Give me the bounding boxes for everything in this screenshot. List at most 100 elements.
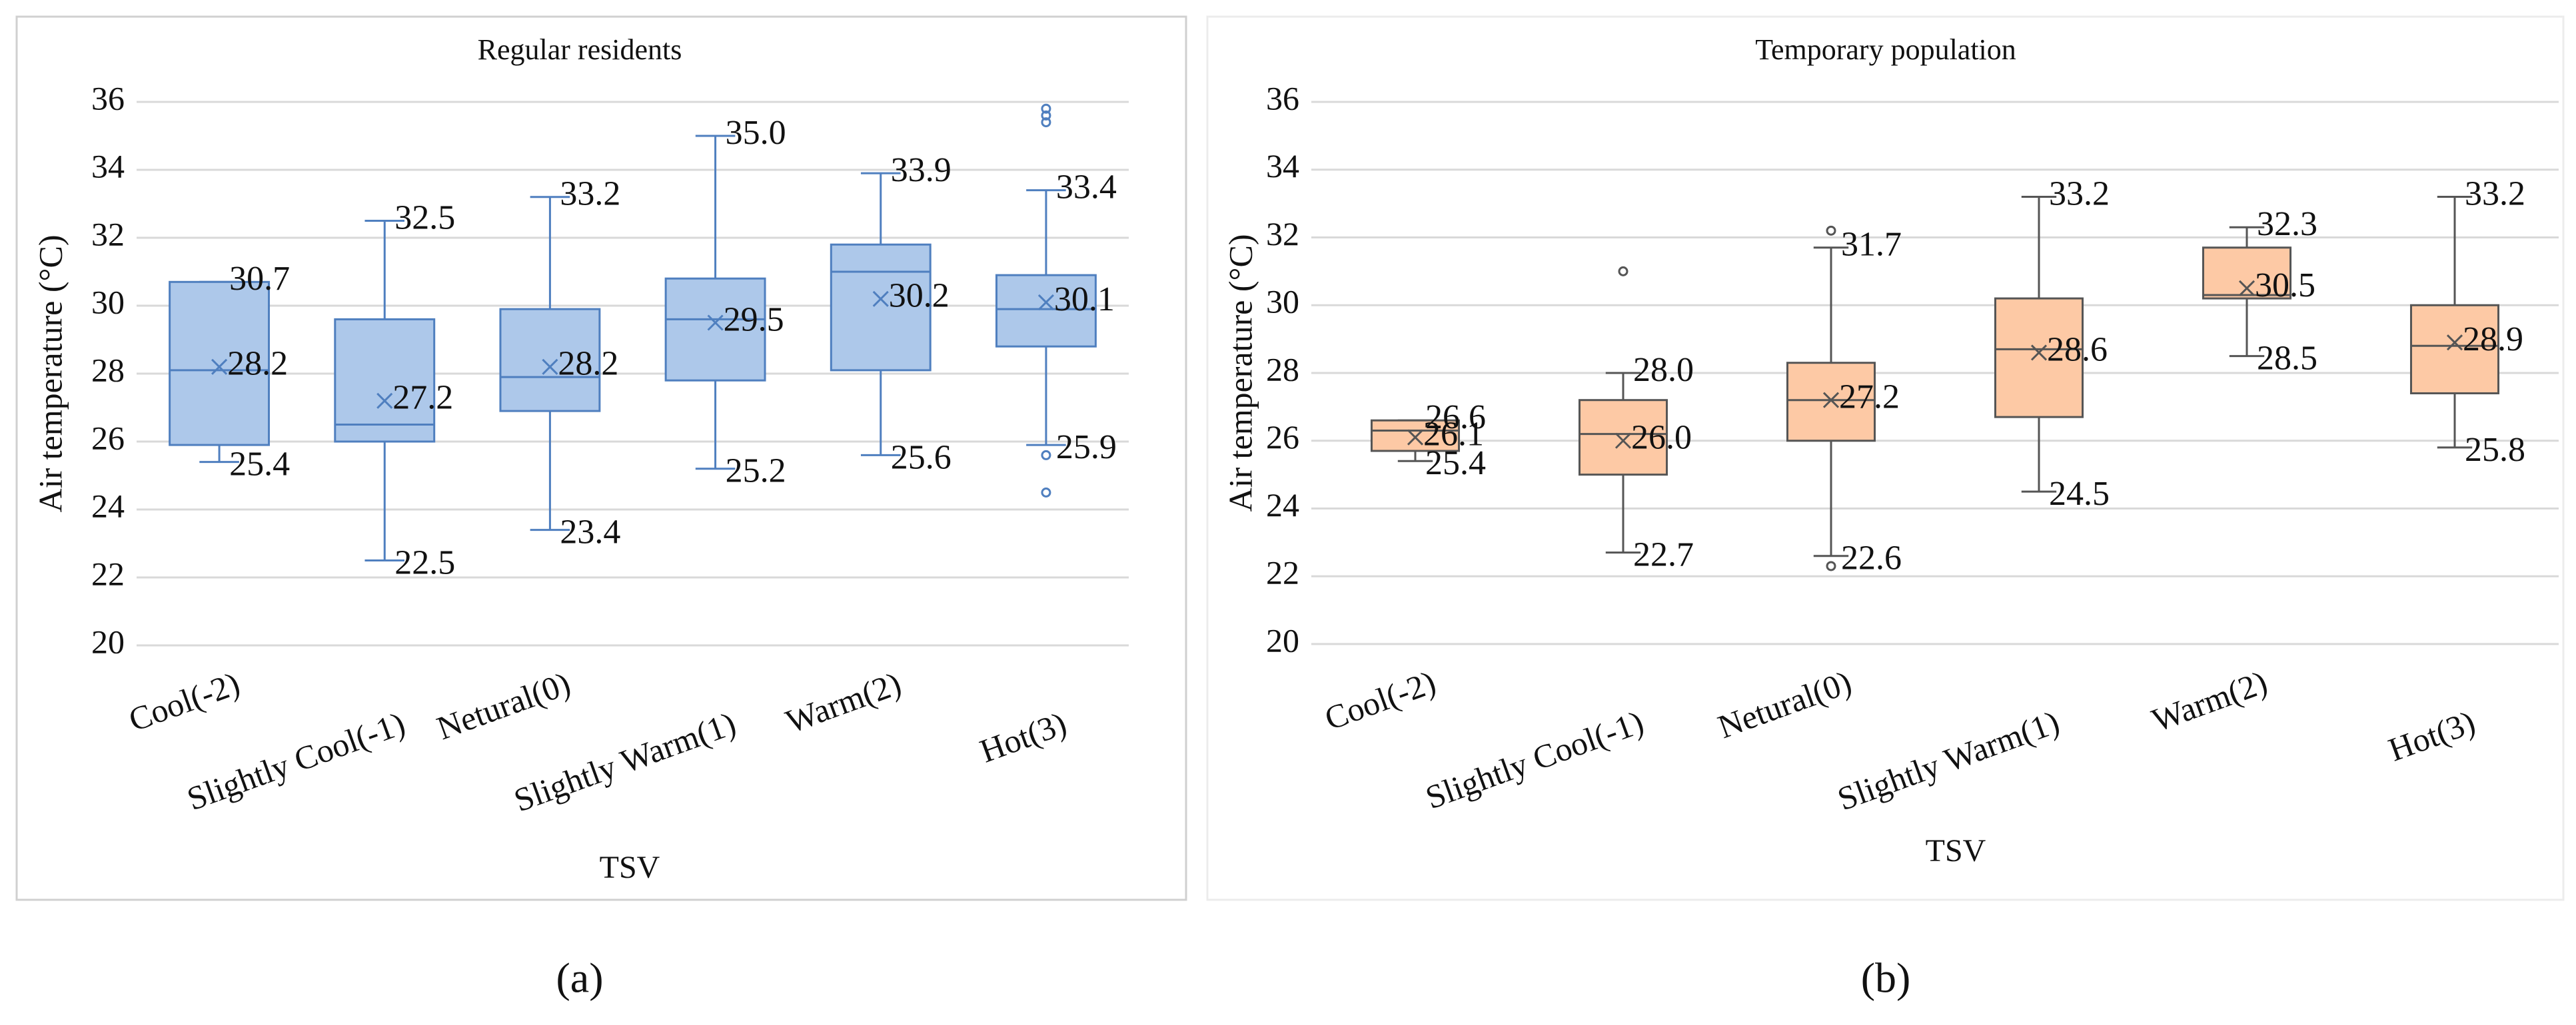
x-tick-label: Netural(0) — [1713, 663, 1856, 745]
y-tick-label: 32 — [1266, 215, 1299, 252]
data-label: 33.9 — [891, 151, 952, 189]
y-tick-label: 24 — [1266, 486, 1299, 523]
y-tick-label: 20 — [1266, 621, 1299, 659]
mean-marker — [542, 358, 558, 375]
data-label: 27.2 — [392, 379, 453, 417]
mean-marker — [1822, 392, 1840, 408]
outlier — [1041, 103, 1051, 114]
box — [995, 274, 1097, 348]
data-label: 28.2 — [558, 345, 618, 383]
x-tick-label: Slightly Warm(1) — [1832, 703, 2064, 817]
data-label: 25.4 — [229, 446, 290, 484]
box — [1786, 362, 1876, 442]
x-axis-label: TSV — [600, 850, 660, 885]
mean-marker — [211, 358, 228, 375]
data-label: 25.6 — [891, 438, 952, 476]
data-label: 28.5 — [2257, 340, 2317, 378]
data-label: 25.9 — [1056, 428, 1117, 466]
y-tick-label: 26 — [91, 419, 125, 456]
box — [1578, 399, 1668, 476]
box — [1370, 419, 1461, 452]
box — [2202, 246, 2292, 300]
data-label: 28.9 — [2463, 320, 2523, 358]
data-label: 28.6 — [2047, 330, 2108, 368]
y-tick-label: 34 — [91, 147, 125, 184]
data-label: 29.5 — [724, 300, 784, 338]
y-tick-label: 26 — [1266, 418, 1299, 456]
data-label: 22.6 — [1841, 539, 1902, 577]
box — [1994, 297, 2084, 418]
mean-marker — [2446, 334, 2463, 351]
y-tick-label: 28 — [1266, 350, 1299, 388]
data-label: 23.4 — [560, 513, 620, 551]
box — [499, 308, 601, 412]
data-label: 25.4 — [1425, 444, 1486, 482]
x-tick-label: Hot(3) — [2383, 703, 2479, 768]
data-label: 35.0 — [726, 114, 786, 152]
data-label: 31.7 — [1841, 226, 1902, 264]
box — [334, 318, 436, 443]
x-axis-label: TSV — [1926, 833, 1986, 868]
x-tick-label: Hot(3) — [975, 704, 1071, 769]
box — [169, 280, 271, 446]
data-label: 22.5 — [394, 543, 455, 581]
y-tick-label: 20 — [91, 623, 125, 660]
data-label: 32.3 — [2257, 205, 2317, 243]
x-tick-label: Cool(-2) — [124, 664, 245, 739]
outlier — [1826, 561, 1836, 571]
x-tick-label: Warm(2) — [781, 664, 906, 740]
mean-marker — [1614, 432, 1632, 449]
y-tick-label: 30 — [1266, 283, 1299, 320]
box — [830, 243, 932, 372]
mean-marker — [872, 290, 889, 307]
data-label: 33.2 — [2049, 174, 2110, 212]
data-label: 25.2 — [726, 452, 786, 490]
y-axis-label: Air temperature (°C) — [1221, 234, 1259, 512]
data-label: 32.5 — [394, 198, 455, 236]
box — [664, 277, 766, 382]
mean-marker — [376, 392, 393, 409]
data-label: 30.7 — [229, 260, 290, 298]
data-label: 33.2 — [2465, 174, 2525, 212]
data-label: 28.0 — [1633, 351, 1694, 389]
x-tick-label: Slightly Cool(-1) — [1421, 703, 1648, 816]
y-tick-label: 22 — [1266, 554, 1299, 591]
data-label: 26.1 — [1423, 416, 1484, 454]
data-label: 27.2 — [1839, 378, 1900, 416]
x-tick-label: Netural(0) — [432, 664, 575, 747]
x-tick-label: Slightly Warm(1) — [509, 704, 740, 819]
data-label: 26.0 — [1631, 419, 1692, 457]
data-label: 33.2 — [560, 175, 620, 213]
data-label: 26.6 — [1425, 398, 1486, 436]
data-label: 22.7 — [1633, 536, 1694, 574]
panel-border — [1206, 15, 2565, 901]
caption: (b) — [1861, 954, 1911, 1002]
caption: (a) — [556, 954, 603, 1002]
outlier — [1041, 450, 1051, 460]
outlier — [1041, 488, 1051, 498]
mean-marker — [1407, 429, 1424, 446]
panel-border — [15, 15, 1187, 901]
mean-marker — [2030, 344, 2048, 361]
outlier — [1041, 117, 1051, 128]
x-tick-label: Warm(2) — [2147, 663, 2272, 739]
y-tick-label: 36 — [1266, 79, 1299, 117]
data-label: 24.5 — [2049, 475, 2110, 513]
chart-title: Regular residents — [478, 33, 682, 66]
y-tick-label: 22 — [91, 555, 125, 592]
y-tick-label: 24 — [91, 487, 125, 524]
data-label: 25.8 — [2465, 431, 2525, 469]
mean-marker — [2238, 280, 2255, 296]
box — [2409, 304, 2500, 395]
data-label: 28.2 — [227, 345, 288, 383]
y-tick-label: 28 — [91, 351, 125, 388]
data-label: 33.4 — [1056, 169, 1117, 206]
x-tick-label: Slightly Cool(-1) — [182, 704, 410, 817]
data-label: 30.1 — [1054, 280, 1115, 318]
y-axis-label: Air temperature (°C) — [31, 234, 69, 512]
outlier — [1618, 266, 1628, 276]
y-tick-label: 36 — [91, 79, 125, 117]
outlier — [1826, 225, 1836, 236]
data-label: 30.5 — [2255, 266, 2315, 304]
